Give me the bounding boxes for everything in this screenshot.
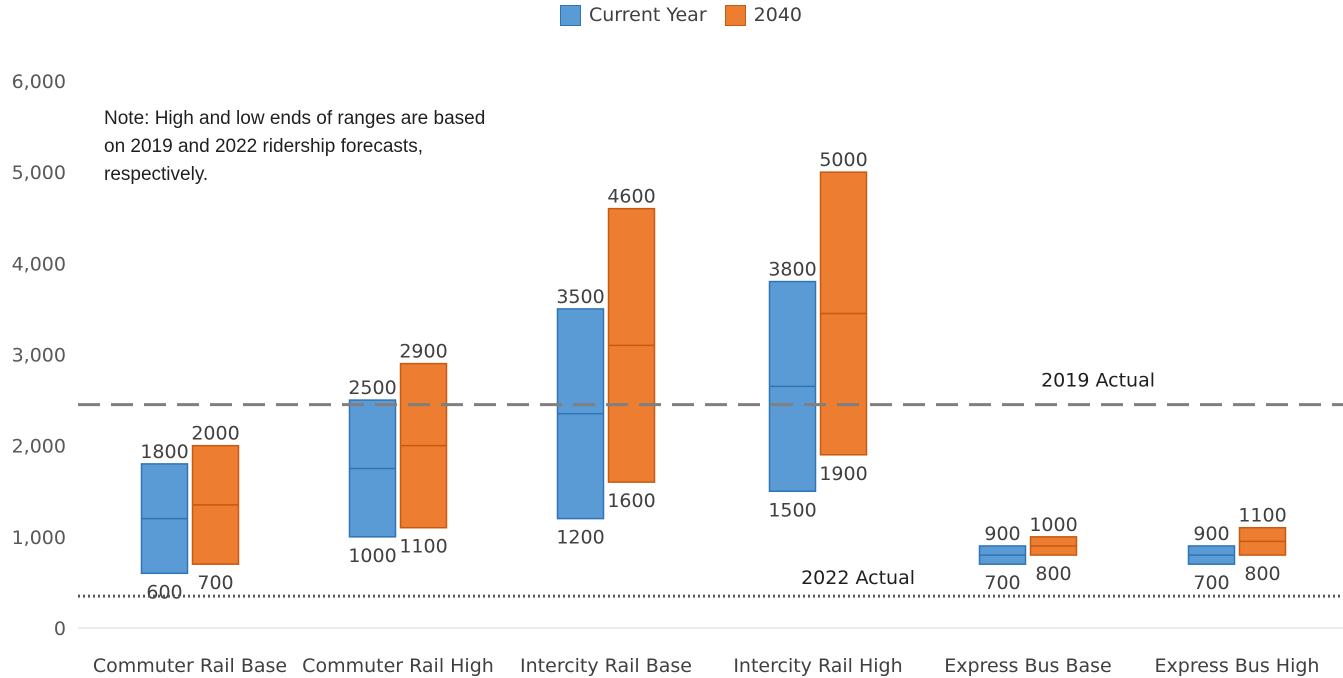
legend-swatch-current-year xyxy=(560,4,581,26)
legend-item-2040: 2040 xyxy=(724,4,802,26)
data-label-high: 1100 xyxy=(1238,505,1286,527)
data-label-low: 1100 xyxy=(399,536,447,558)
data-label-high: 3500 xyxy=(556,286,604,308)
reference-label-2022: 2022 Actual xyxy=(801,567,915,589)
y-tick-label: 2,000 xyxy=(12,436,66,458)
data-label-low: 600 xyxy=(146,581,182,603)
legend-label-2040: 2040 xyxy=(753,4,802,26)
data-label-low: 1900 xyxy=(819,463,867,485)
data-label-high: 4600 xyxy=(607,186,655,208)
data-label-low: 1200 xyxy=(556,527,604,549)
y-tick-label: 6,000 xyxy=(12,71,66,93)
legend-label-current-year: Current Year xyxy=(589,4,707,26)
data-label-high: 2900 xyxy=(399,341,447,363)
legend-swatch-2040 xyxy=(724,4,746,26)
y-tick-label: 5,000 xyxy=(12,162,66,184)
data-label-low: 1000 xyxy=(348,545,396,567)
data-label-high: 1000 xyxy=(1029,514,1077,536)
data-label-low: 1500 xyxy=(768,499,816,521)
data-label-low: 700 xyxy=(984,572,1020,594)
y-tick-label: 1,000 xyxy=(12,527,66,549)
x-tick-label: Express Bus Base xyxy=(944,655,1112,677)
chart-legend: Current Year 2040 xyxy=(560,4,810,26)
data-label-high: 2000 xyxy=(191,423,239,445)
reference-label-2019: 2019 Actual xyxy=(1041,370,1155,392)
x-tick-label: Commuter Rail High xyxy=(302,655,494,677)
data-label-high: 900 xyxy=(1193,523,1229,545)
data-label-low: 700 xyxy=(1193,572,1229,594)
data-label-high: 2500 xyxy=(348,377,396,399)
x-tick-label: Express Bus High xyxy=(1155,655,1320,677)
data-label-low: 1600 xyxy=(607,490,655,512)
legend-item-current-year: Current Year xyxy=(560,4,707,26)
data-label-low: 700 xyxy=(197,572,233,594)
data-label-high: 1800 xyxy=(140,441,188,463)
data-label-low: 800 xyxy=(1035,563,1071,585)
x-tick-label: Commuter Rail Base xyxy=(93,655,287,677)
y-tick-label: 0 xyxy=(54,618,66,640)
chart-note: Note: High and low ends of ranges are ba… xyxy=(104,108,486,185)
data-label-high: 3800 xyxy=(768,259,816,281)
data-label-low: 800 xyxy=(1244,563,1280,585)
y-tick-label: 3,000 xyxy=(12,345,66,367)
y-tick-label: 4,000 xyxy=(12,253,66,275)
x-tick-label: Intercity Rail Base xyxy=(520,655,692,677)
data-label-high: 5000 xyxy=(819,149,867,171)
x-tick-label: Intercity Rail High xyxy=(733,655,902,677)
data-label-high: 900 xyxy=(984,523,1020,545)
